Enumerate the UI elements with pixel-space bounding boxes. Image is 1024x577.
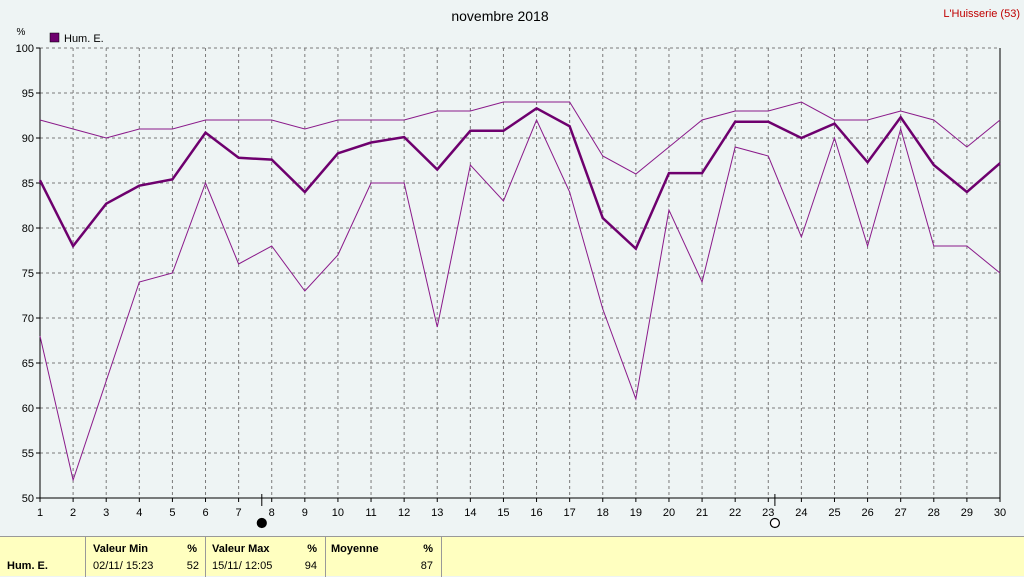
x-tick-label: 8: [269, 507, 275, 519]
x-tick-label: 16: [530, 507, 542, 519]
footer-min-cell: Valeur Min % 02/11/ 15:23 52: [86, 537, 206, 577]
x-tick-label: 24: [795, 507, 807, 519]
max-unit: %: [307, 543, 317, 555]
avg-value: 87: [420, 560, 433, 572]
x-tick-label: 1: [37, 507, 43, 519]
x-tick-label: 19: [630, 507, 642, 519]
y-tick-label: 60: [22, 403, 34, 415]
series-line-min: [39, 118, 1001, 482]
chart-title: novembre 2018: [451, 8, 549, 24]
moon-markers: [256, 494, 780, 529]
avg-header: Moyenne: [331, 543, 379, 555]
min-header: Valeur Min: [93, 543, 149, 555]
y-tick-label: 90: [22, 133, 34, 145]
x-tick-label: 5: [169, 507, 175, 519]
x-tick-label: 6: [202, 507, 208, 519]
min-unit: %: [187, 543, 197, 555]
series-line-max: [39, 101, 1001, 175]
footer-series-label: Hum. E.: [7, 560, 48, 572]
footer-series-cell: Hum. E.: [0, 537, 86, 577]
y-tick-label: 70: [22, 313, 34, 325]
station-name: L'Huisserie (53): [943, 8, 1020, 20]
avg-unit: %: [423, 543, 433, 555]
footer-max-cell: Valeur Max % 15/11/ 12:05 94: [206, 537, 326, 577]
x-tick-label: 17: [564, 507, 576, 519]
x-tick-label: 23: [762, 507, 774, 519]
x-tick-label: 10: [332, 507, 344, 519]
y-tick-label: 50: [22, 493, 34, 505]
legend-swatch: [49, 32, 60, 43]
x-tick-label: 3: [103, 507, 109, 519]
x-tick-label: 25: [828, 507, 840, 519]
x-tick-label: 15: [497, 507, 509, 519]
x-tick-label: 2: [70, 507, 76, 519]
x-tick-label: 7: [236, 507, 242, 519]
series-line-mean: [38, 106, 1001, 251]
x-tick-label: 9: [302, 507, 308, 519]
min-date: 02/11/ 15:23: [93, 560, 154, 572]
max-value: 94: [304, 560, 317, 572]
x-tick-label: 26: [861, 507, 873, 519]
y-axis-unit: %: [17, 27, 26, 38]
x-tick-label: 28: [928, 507, 940, 519]
x-tick-label: 21: [696, 507, 708, 519]
max-date: 15/11/ 12:05: [212, 560, 273, 572]
x-tick-label: 12: [398, 507, 410, 519]
x-tick-label: 22: [729, 507, 741, 519]
x-tick-label: 27: [895, 507, 907, 519]
legend-label: Hum. E.: [64, 33, 104, 45]
min-value: 52: [186, 560, 199, 572]
x-tick-label: 13: [431, 507, 443, 519]
new-moon-icon: [256, 517, 267, 529]
y-tick-label: 80: [22, 223, 34, 235]
y-tick-label: 55: [22, 448, 34, 460]
max-header: Valeur Max: [212, 543, 270, 555]
x-tick-label: 20: [663, 507, 675, 519]
y-tick-label: 65: [22, 358, 34, 370]
footer-avg-cell: Moyenne % 87: [326, 537, 442, 577]
stats-footer: Hum. E. Valeur Min % 02/11/ 15:23 52 Val…: [0, 536, 1024, 577]
x-tick-label: 29: [961, 507, 973, 519]
x-tick-label: 18: [597, 507, 609, 519]
x-tick-label: 14: [464, 507, 476, 519]
legend: Hum. E.: [49, 32, 104, 45]
x-tick-label: 4: [136, 507, 142, 519]
x-axis: 1 2 3 4 5 6 7 8 9 10 11 12 13 14 15 16 17 18 19 20 21 22 23 24 2…: [37, 497, 1006, 519]
y-tick-label: 85: [22, 178, 34, 190]
y-tick-label: 100: [16, 43, 34, 55]
series-lines: [38, 101, 1001, 482]
y-tick-label: 95: [22, 88, 34, 100]
y-tick-label: 75: [22, 268, 34, 280]
x-tick-label: 30: [994, 507, 1006, 519]
full-moon-icon: [769, 517, 780, 529]
x-tick-label: 11: [365, 507, 376, 519]
